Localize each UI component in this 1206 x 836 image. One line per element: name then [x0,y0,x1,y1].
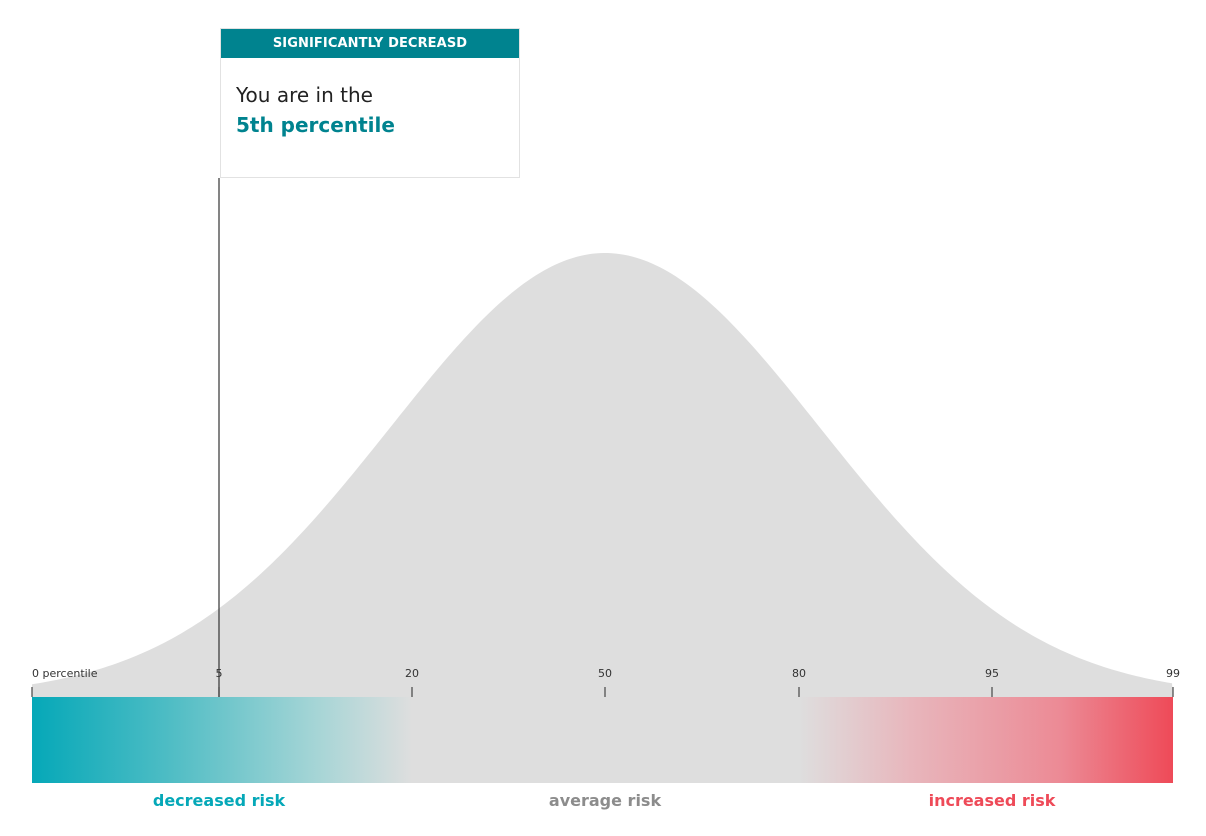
callout-intro-text: You are in the [236,83,373,107]
tick-label: 50 [598,667,612,680]
risk-band-labels: decreased risk average risk increased risk [153,791,1056,810]
tick-label: 20 [405,667,419,680]
tick-label: 80 [792,667,806,680]
tick-label: 99 [1166,667,1180,680]
distribution-curve [32,253,1173,697]
risk-band-increased [799,697,1173,783]
risk-band-decreased [32,697,412,783]
callout-percentile-text: 5th percentile [236,113,395,137]
risk-band-label: average risk [549,791,662,810]
risk-band-label: decreased risk [153,791,286,810]
percentile-callout: SIGNIFICANTLY DECREASD You are in the 5t… [220,28,520,178]
x-axis-ticks: 0 percentile52050809599 [31,667,1180,697]
callout-header: SIGNIFICANTLY DECREASD [221,29,519,58]
tick-label: 95 [985,667,999,680]
risk-band-label: increased risk [929,791,1056,810]
tick-label: 0 percentile [32,667,98,680]
